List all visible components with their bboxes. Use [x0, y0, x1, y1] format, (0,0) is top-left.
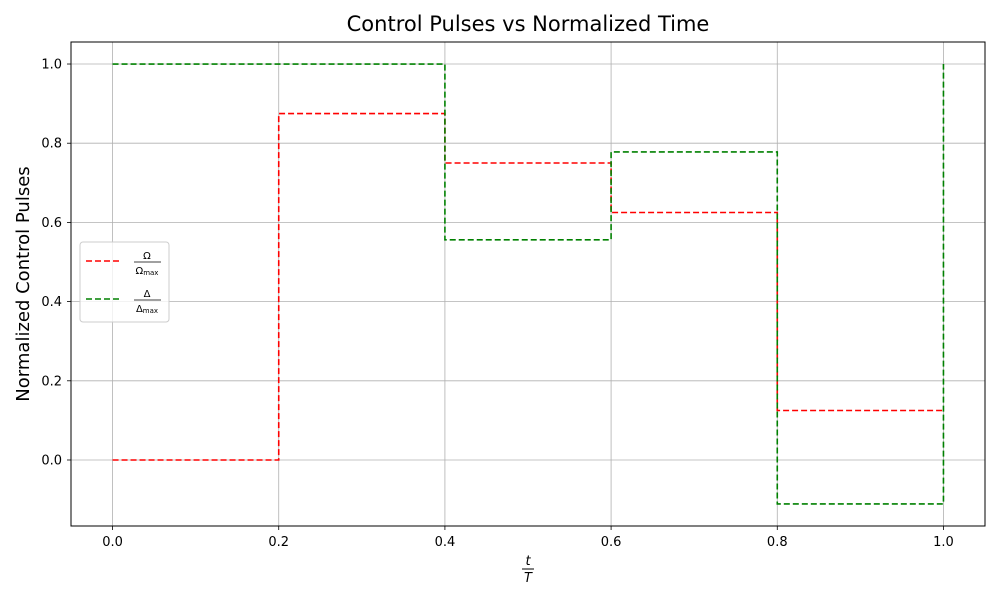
- chart-title: Control Pulses vs Normalized Time: [347, 12, 710, 36]
- x-axis-label-denominator: T: [524, 571, 533, 586]
- x-tick-label: 0.6: [601, 535, 622, 550]
- legend: Ω Ωmax Δ Δmax: [79, 241, 170, 323]
- y-axis-label: Normalized Control Pulses: [13, 166, 34, 401]
- x-tick-label: 0.4: [435, 535, 456, 550]
- legend-label-delta-numerator: Δ: [144, 289, 151, 300]
- y-tick-label: 0.6: [41, 216, 62, 231]
- plot-area-frame: [70, 41, 986, 527]
- legend-label-omega-numerator: Ω: [143, 251, 151, 262]
- series-line-omega: [112, 112, 944, 461]
- y-tick-label: 0.4: [41, 295, 62, 310]
- x-tick-label: 0.8: [767, 535, 788, 550]
- series-line-delta: [112, 63, 945, 505]
- x-axis-label-numerator: t: [525, 554, 531, 569]
- y-tick-label: 0.0: [41, 453, 62, 468]
- x-axis-label: t T: [522, 554, 534, 586]
- axis-ticks: 0.0 0.2 0.4 0.6 0.8 1.0 0.0 0.2 0.4 0.6 0.8 1.0: [41, 58, 953, 550]
- legend-label-delta-denominator: Δmax: [136, 304, 158, 315]
- y-tick-label: 0.2: [41, 374, 62, 389]
- y-tick-label: 0.8: [41, 137, 62, 152]
- legend-entry-delta: Δ Δmax: [86, 289, 161, 315]
- legend-label-omega-denominator: Ωmax: [136, 266, 159, 277]
- x-tick-label: 0.0: [102, 535, 123, 550]
- y-tick-label: 1.0: [41, 58, 62, 73]
- plot-data: [112, 63, 945, 505]
- x-tick-label: 1.0: [933, 535, 954, 550]
- x-tick-label: 0.2: [268, 535, 289, 550]
- legend-entry-omega: Ω Ωmax: [86, 251, 161, 277]
